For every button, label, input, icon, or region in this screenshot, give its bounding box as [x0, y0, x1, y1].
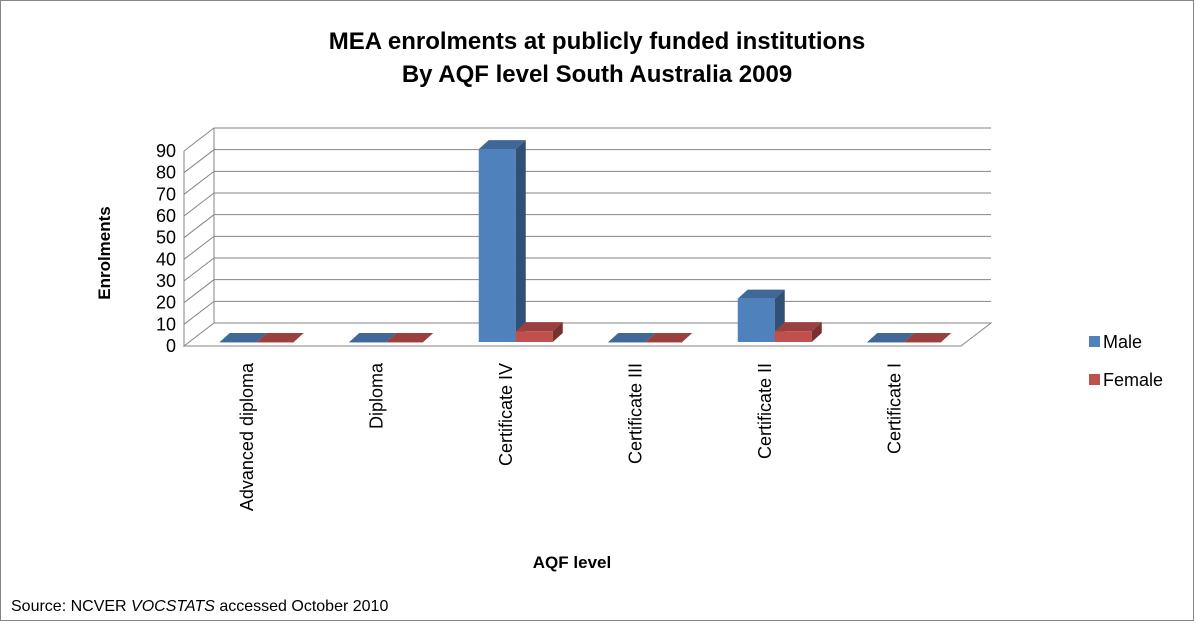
y-tick-label: 10 — [156, 314, 176, 334]
bar-top — [737, 289, 785, 299]
gridline — [183, 170, 991, 195]
y-tick-label: 90 — [156, 141, 176, 161]
chart-floor — [182, 322, 993, 347]
gridline — [183, 149, 991, 174]
bar-top — [867, 333, 915, 342]
bar-male — [219, 333, 267, 343]
gridline — [183, 279, 991, 304]
gridline — [183, 235, 991, 260]
y-tick-label: 30 — [156, 271, 176, 291]
gridline — [183, 300, 991, 325]
bar-top — [386, 333, 434, 342]
bar-female — [904, 333, 952, 343]
bars — [219, 140, 952, 343]
x-tick-label: Certificate III — [625, 363, 645, 464]
legend-label-male: Male — [1103, 332, 1142, 352]
chart-title: MEA enrolments at publicly funded instit… — [329, 28, 865, 88]
y-tick-label: 50 — [156, 228, 176, 248]
y-tick-label: 70 — [156, 184, 176, 204]
gridline — [183, 214, 991, 239]
bar-female — [256, 333, 304, 343]
bar-male — [349, 333, 397, 343]
x-tick-label: Diploma — [366, 362, 386, 429]
bar-front — [478, 149, 516, 342]
bar-top — [904, 333, 952, 342]
y-tick-label: 20 — [156, 293, 176, 313]
x-tick-label: Certificate I — [884, 363, 904, 454]
chart-walls — [182, 128, 993, 347]
x-tick-label: Advanced diploma — [237, 362, 257, 511]
bar-front — [219, 342, 257, 343]
bar-front — [515, 331, 553, 342]
bar-male — [867, 333, 915, 343]
bar-top — [608, 333, 656, 342]
bar-male — [478, 140, 526, 342]
legend-swatch-female — [1089, 374, 1100, 385]
y-tick-label: 0 — [166, 336, 176, 356]
x-tick-label: Certificate IV — [496, 363, 516, 466]
bar-female — [515, 322, 563, 342]
x-tick-label: Certificate II — [755, 363, 775, 459]
gridline — [183, 192, 991, 217]
y-tick-label: 60 — [156, 206, 176, 226]
source-suffix: accessed October 2010 — [214, 598, 389, 615]
bar-top — [219, 333, 267, 342]
gridline — [183, 127, 991, 152]
x-axis-title: AQF level — [533, 553, 611, 572]
bar-side — [515, 140, 526, 342]
bar-top — [515, 322, 563, 332]
bar-top — [256, 333, 304, 342]
bar-top — [774, 322, 822, 332]
x-axis-ticks: Advanced diploma Diploma Certificate IV Cer… — [237, 362, 905, 511]
bar-female — [645, 333, 693, 343]
chart-title-line-1: MEA enrolments at publicly funded instit… — [329, 28, 865, 55]
y-tick-label: 80 — [156, 163, 176, 183]
source-note: Source: NCVER VOCSTATS accessed October … — [11, 598, 388, 616]
bar-male — [608, 333, 656, 343]
legend-label-female: Female — [1103, 370, 1163, 390]
bar-top — [645, 333, 693, 342]
gridlines — [183, 127, 991, 325]
bar-female — [774, 322, 822, 342]
bar-front — [774, 331, 812, 342]
legend: Male Female — [1089, 332, 1163, 390]
source-prefix: Source: NCVER — [11, 598, 132, 615]
bar-front — [349, 342, 387, 343]
bar-front — [904, 342, 942, 343]
bar-front — [256, 342, 294, 343]
bar-top — [478, 140, 526, 150]
source-italic: VOCSTATS — [131, 598, 215, 615]
y-axis-title: Enrolments — [95, 206, 114, 300]
bar-front — [608, 342, 646, 343]
bar-front — [867, 342, 905, 343]
legend-swatch-male — [1089, 336, 1100, 347]
bar-front — [645, 342, 683, 343]
bar-side — [811, 322, 822, 342]
chart-title-line-2: By AQF level South Australia 2009 — [402, 61, 792, 88]
bar-side — [552, 322, 563, 342]
bar-front — [386, 342, 424, 343]
bar-top — [349, 333, 397, 342]
y-tick-label: 40 — [156, 249, 176, 269]
bar-front — [737, 298, 775, 342]
gridline — [183, 257, 991, 282]
bar-female — [386, 333, 434, 343]
